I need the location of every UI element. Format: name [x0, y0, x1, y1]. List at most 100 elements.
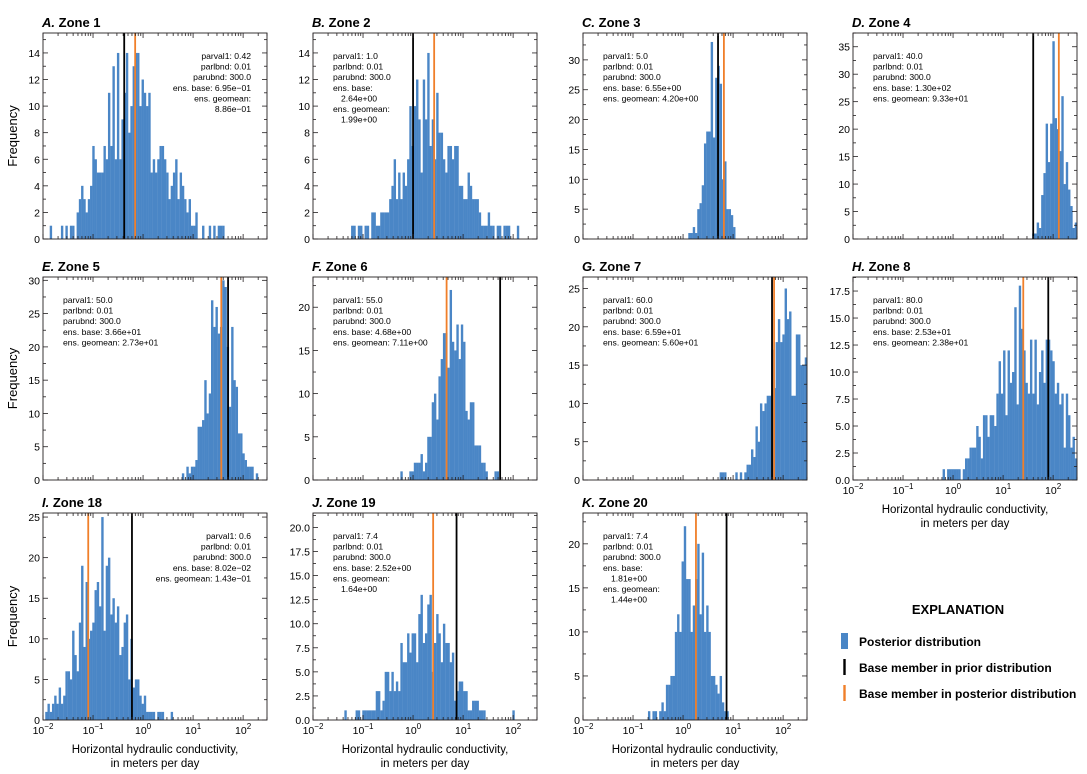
hist-bar — [404, 662, 408, 720]
x-tick-label: 101 — [725, 722, 742, 737]
hist-bar — [1043, 382, 1046, 480]
hist-bar — [393, 691, 397, 720]
hist-bar — [105, 565, 109, 720]
hist-bar — [398, 691, 401, 720]
hist-bar — [130, 106, 133, 239]
y-tick-label: 0 — [34, 715, 40, 727]
hist-bar — [703, 631, 707, 720]
hist-bar — [246, 466, 250, 480]
hist-bar — [1065, 393, 1069, 480]
hist-bar — [416, 462, 419, 480]
hist-bar — [1038, 228, 1042, 239]
annotation-line: ens. base: 2.52e+00 — [333, 563, 411, 573]
hist-bar — [143, 92, 147, 239]
hist-bar — [413, 462, 417, 480]
y-tick-label: 30 — [568, 55, 580, 67]
panel-title: H. Zone 8 — [852, 259, 911, 274]
hist-bar — [69, 225, 73, 239]
hist-bar — [1074, 458, 1078, 480]
hist-bar — [766, 395, 770, 480]
hist-bar — [458, 681, 461, 720]
x-tick-label: 101 — [185, 722, 202, 737]
hist-bar — [344, 710, 347, 720]
hist-bar — [985, 415, 988, 480]
y-axis-label: Frequency — [5, 347, 20, 409]
annotation-line: 1.44e+00 — [611, 595, 647, 605]
hist-bar — [213, 225, 216, 239]
hist-bar — [712, 675, 716, 720]
hist-bar — [699, 203, 702, 239]
hist-bar — [420, 454, 423, 480]
hist-bar — [49, 711, 53, 720]
hist-bar — [478, 212, 482, 239]
hist-bar — [369, 710, 372, 720]
x-tick-label: 10−2 — [303, 722, 324, 737]
hist-bar — [148, 711, 151, 720]
hist-bar — [478, 710, 482, 720]
hist-bar — [710, 675, 714, 720]
hist-bar — [255, 473, 259, 480]
hist-bar — [1007, 350, 1010, 480]
hist-bar — [998, 361, 1001, 480]
y-tick-label: 6 — [304, 154, 310, 166]
hist-bar — [409, 652, 412, 720]
annotation-line: parval1: 50.0 — [63, 295, 113, 305]
panel-letter: G. — [582, 259, 599, 274]
panel-title: D. Zone 4 — [852, 15, 911, 30]
x-ticks — [42, 33, 268, 239]
y-tick-label: 0 — [844, 234, 850, 246]
hist-bar — [719, 472, 723, 480]
y-tick-label: 20.0 — [290, 522, 311, 534]
hist-bar — [483, 462, 486, 480]
hist-bar — [186, 212, 189, 239]
hist-bar — [712, 137, 716, 239]
panel-j: J. Zone 19 10−2 10−1 100 101 102 Horizontal hy… — [290, 495, 538, 770]
hist-bar — [982, 415, 986, 480]
panel-letter: J. — [312, 495, 326, 510]
hist-bar — [706, 605, 709, 720]
annotation-line: ens. geomean: 2.38e+01 — [873, 337, 969, 347]
hist-bar — [467, 419, 470, 480]
hist-bar — [391, 185, 394, 239]
hist-bar — [355, 710, 358, 720]
hist-bar — [791, 395, 794, 480]
hist-bar — [427, 52, 430, 239]
hist-bar — [56, 703, 59, 720]
hist-bar — [195, 460, 198, 480]
hist-bar — [1029, 339, 1033, 480]
hist-bar — [739, 472, 743, 480]
hist-bar — [728, 209, 731, 239]
x-tick-label: 102 — [775, 722, 792, 737]
hist-bar — [1052, 41, 1055, 239]
hist-bar — [1050, 350, 1053, 480]
annotation-line: ens. base: 6.55e+00 — [603, 83, 681, 93]
hist-bar — [431, 402, 435, 480]
axes-frame — [42, 32, 268, 240]
hist-bar — [188, 199, 191, 239]
hist-bar — [429, 436, 432, 480]
hist-bar — [157, 159, 160, 239]
hist-bar — [366, 225, 370, 239]
hist-bar — [72, 225, 75, 239]
annotation-line: parubnd: 300.0 — [333, 552, 391, 562]
y-tick-label: 0 — [574, 475, 580, 487]
annotation-line: parval1: 1.0 — [333, 51, 378, 61]
y-tick-label: 10 — [298, 101, 310, 113]
hist-bar — [733, 227, 736, 239]
hist-bar — [708, 631, 711, 720]
x-axis-label-units: in meters per day — [111, 758, 200, 770]
y-tick-label: 15 — [568, 583, 580, 595]
y-tick-label: 10.0 — [290, 619, 311, 631]
hist-bar — [717, 693, 720, 720]
annotation-line: parlbnd: 0.01 — [333, 62, 383, 72]
x-tick-label: 102 — [235, 722, 252, 737]
axes-frame — [582, 276, 808, 481]
hist-bar — [721, 702, 725, 720]
hist-bar — [161, 145, 165, 239]
y-axis: 0 5 10 15 20 25 30 — [568, 44, 807, 246]
hist-bar — [132, 66, 135, 239]
hist-bar — [507, 225, 511, 239]
hist-bar — [1059, 151, 1062, 239]
